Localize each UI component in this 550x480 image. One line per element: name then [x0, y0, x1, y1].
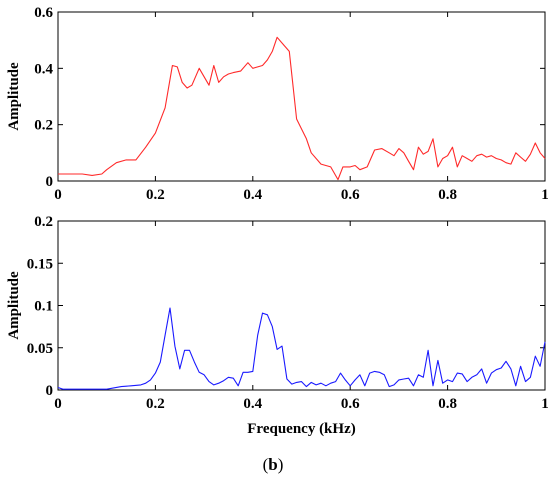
x-tick-label: 0.8: [438, 396, 457, 412]
plot-frame: [57, 220, 546, 391]
x-tick-label: 0.8: [438, 187, 457, 203]
x-tick-label: 0.4: [243, 396, 262, 412]
caption-close: ): [278, 455, 284, 474]
plot-frame: [57, 11, 546, 182]
series-line: [57, 307, 546, 390]
x-tick-label: 0.6: [341, 396, 360, 412]
x-axis-label: Frequency (kHz): [247, 421, 355, 437]
y-tick-label: 0.1: [34, 299, 53, 315]
series-line: [58, 36, 546, 181]
x-tick-label: 0.4: [243, 187, 262, 203]
y-tick-label: 0.2: [34, 214, 53, 230]
y-tick-label: 0.15: [27, 256, 53, 272]
y-tick-label: 0.05: [27, 341, 53, 357]
caption-letter: b: [268, 455, 277, 474]
caption-open: (: [263, 455, 269, 474]
x-tick-label: 0: [54, 187, 62, 203]
y-tick-label: 0.4: [34, 61, 53, 77]
x-tick-label: 0.2: [146, 396, 165, 412]
y-tick-label: 0: [46, 174, 54, 190]
y-tick-label: 0.2: [34, 118, 53, 134]
top-amplitude-plot: 0 0.2 0.4 0.6 0.8 1 0 0.2 0.4 0.6 Amplitude: [6, 5, 549, 203]
x-tick-label: 1: [541, 396, 549, 412]
y-tick-label: 0.6: [34, 5, 53, 21]
x-tick-label: 0.6: [341, 187, 360, 203]
y-axis-label: Amplitude: [6, 271, 22, 340]
bottom-amplitude-plot: 0 0.2 0.4 0.6 0.8 1 0 0.05 0.1 0.15 0.2 Amplitude Fr…: [6, 214, 549, 437]
x-tick-label: 1: [541, 187, 549, 203]
x-tick-label: 0: [54, 396, 62, 412]
y-axis-label: Amplitude: [6, 62, 22, 131]
figure-caption: (b): [263, 455, 284, 474]
x-tick-label: 0.2: [146, 187, 165, 203]
y-tick-label: 0: [46, 383, 54, 399]
